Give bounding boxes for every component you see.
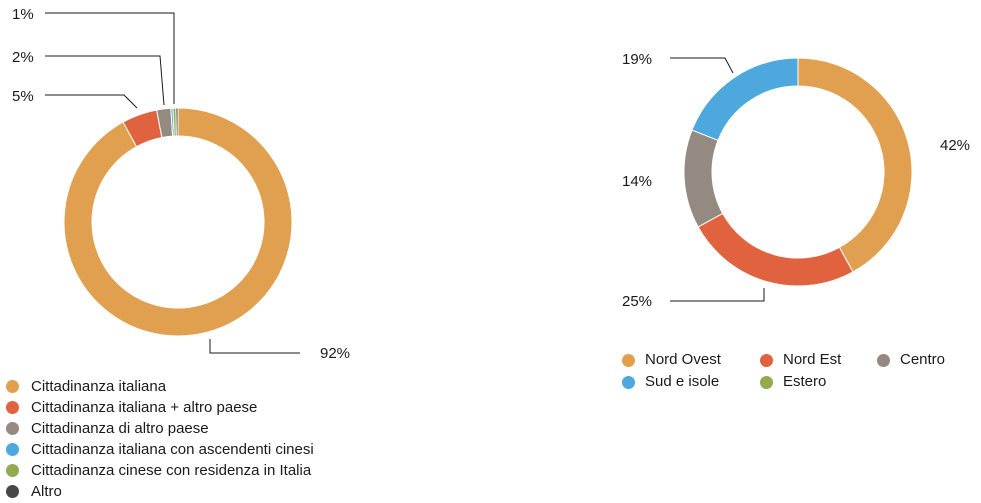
data-label-sud-e-isole: 19% xyxy=(622,51,652,68)
legend-label: Cittadinanza italiana xyxy=(31,377,167,395)
legend-swatch xyxy=(6,422,19,435)
legend-item-estero: Estero xyxy=(760,372,877,392)
slice-nord-ovest xyxy=(797,57,913,273)
data-label-cittadinanza-di-altro-paese: 2% xyxy=(12,49,34,66)
legend-item-cittadinanza-italiana: Cittadinanza italiana xyxy=(6,376,314,397)
legend-swatch xyxy=(760,375,773,389)
legend-item-cittadinanza-italiana-con-ascendenti-cinesi: Cittadinanza italiana con ascendenti cin… xyxy=(6,439,314,460)
leader-line-sud-e-isole xyxy=(670,57,734,74)
legend-swatch xyxy=(6,401,19,414)
slice-nord-est xyxy=(697,212,854,287)
data-label-cittadinanza-italiana-altro-paese: 5% xyxy=(12,88,34,105)
legend-area-geografica: Nord Ovest Nord Est Centro Sud e isole Ester… xyxy=(622,350,945,392)
data-label-nord-est: 25% xyxy=(622,293,652,310)
data-label-centro: 14% xyxy=(622,173,652,190)
legend-swatch xyxy=(622,375,635,389)
data-label-cittadinanza-cinese-con-residenza-in-italia: 1% xyxy=(12,6,34,23)
legend-label: Altro xyxy=(31,482,62,500)
legend-swatch xyxy=(760,353,773,367)
legend-label: Nord Ovest xyxy=(645,351,721,368)
legend-label: Cittadinanza italiana con ascendenti cin… xyxy=(31,440,314,458)
leader-line-cittadinanza-italiana xyxy=(209,339,300,354)
slice-sud-e-isole xyxy=(691,57,799,141)
legend-cittadinanza: Cittadinanza italiana Cittadinanza italia… xyxy=(6,376,314,502)
legend-label: Sud e isole xyxy=(645,373,720,390)
legend-swatch xyxy=(6,464,19,477)
legend-label: Estero xyxy=(783,373,827,390)
legend-item-cittadinanza-di-altro-paese: Cittadinanza di altro paese xyxy=(6,418,314,439)
leader-line-cittadinanza-italiana-altro-paese xyxy=(45,94,138,109)
data-label-cittadinanza-italiana: 92% xyxy=(320,345,350,362)
legend-swatch xyxy=(6,380,19,393)
legend-item-cittadinanza-italiana-altro-paese: Cittadinanza italiana + altro paese xyxy=(6,397,314,418)
donut-chart-cittadinanza: 92% 5% 2% 1% xyxy=(12,6,350,362)
legend-swatch xyxy=(6,485,19,498)
legend-item-altro: Altro xyxy=(6,481,314,502)
legend-swatch xyxy=(6,443,19,456)
slice-cittadinanza-italiana xyxy=(63,107,293,337)
leader-line-cittadinanza-di-altro-paese xyxy=(45,55,165,106)
legend-label: Cittadinanza cinese con residenza in Ita… xyxy=(31,461,312,479)
legend-label: Cittadinanza italiana + altro paese xyxy=(31,398,258,416)
legend-item-centro: Centro xyxy=(877,350,945,370)
slice-altro xyxy=(175,107,179,137)
legend-item-nord-ovest: Nord Ovest xyxy=(622,350,760,370)
leader-line-nord-est xyxy=(670,288,765,302)
legend-label: Cittadinanza di altro paese xyxy=(31,419,209,437)
legend-item-nord-est: Nord Est xyxy=(760,350,877,370)
legend-item-sud-e-isole: Sud e isole xyxy=(622,372,760,392)
data-label-nord-ovest: 42% xyxy=(940,137,970,154)
legend-label: Centro xyxy=(900,351,946,368)
legend-swatch xyxy=(622,353,635,367)
leader-line-cittadinanza-cinese-con-residenza-in-italia xyxy=(45,12,175,104)
legend-label: Nord Est xyxy=(783,351,842,368)
slice-centro xyxy=(683,129,724,228)
legend-swatch xyxy=(877,353,890,367)
donut-chart-area-geografica: 42% 25% 14% 19% xyxy=(622,51,970,310)
legend-item-cittadinanza-cinese-con-residenza-in-italia: Cittadinanza cinese con residenza in Ita… xyxy=(6,460,314,481)
